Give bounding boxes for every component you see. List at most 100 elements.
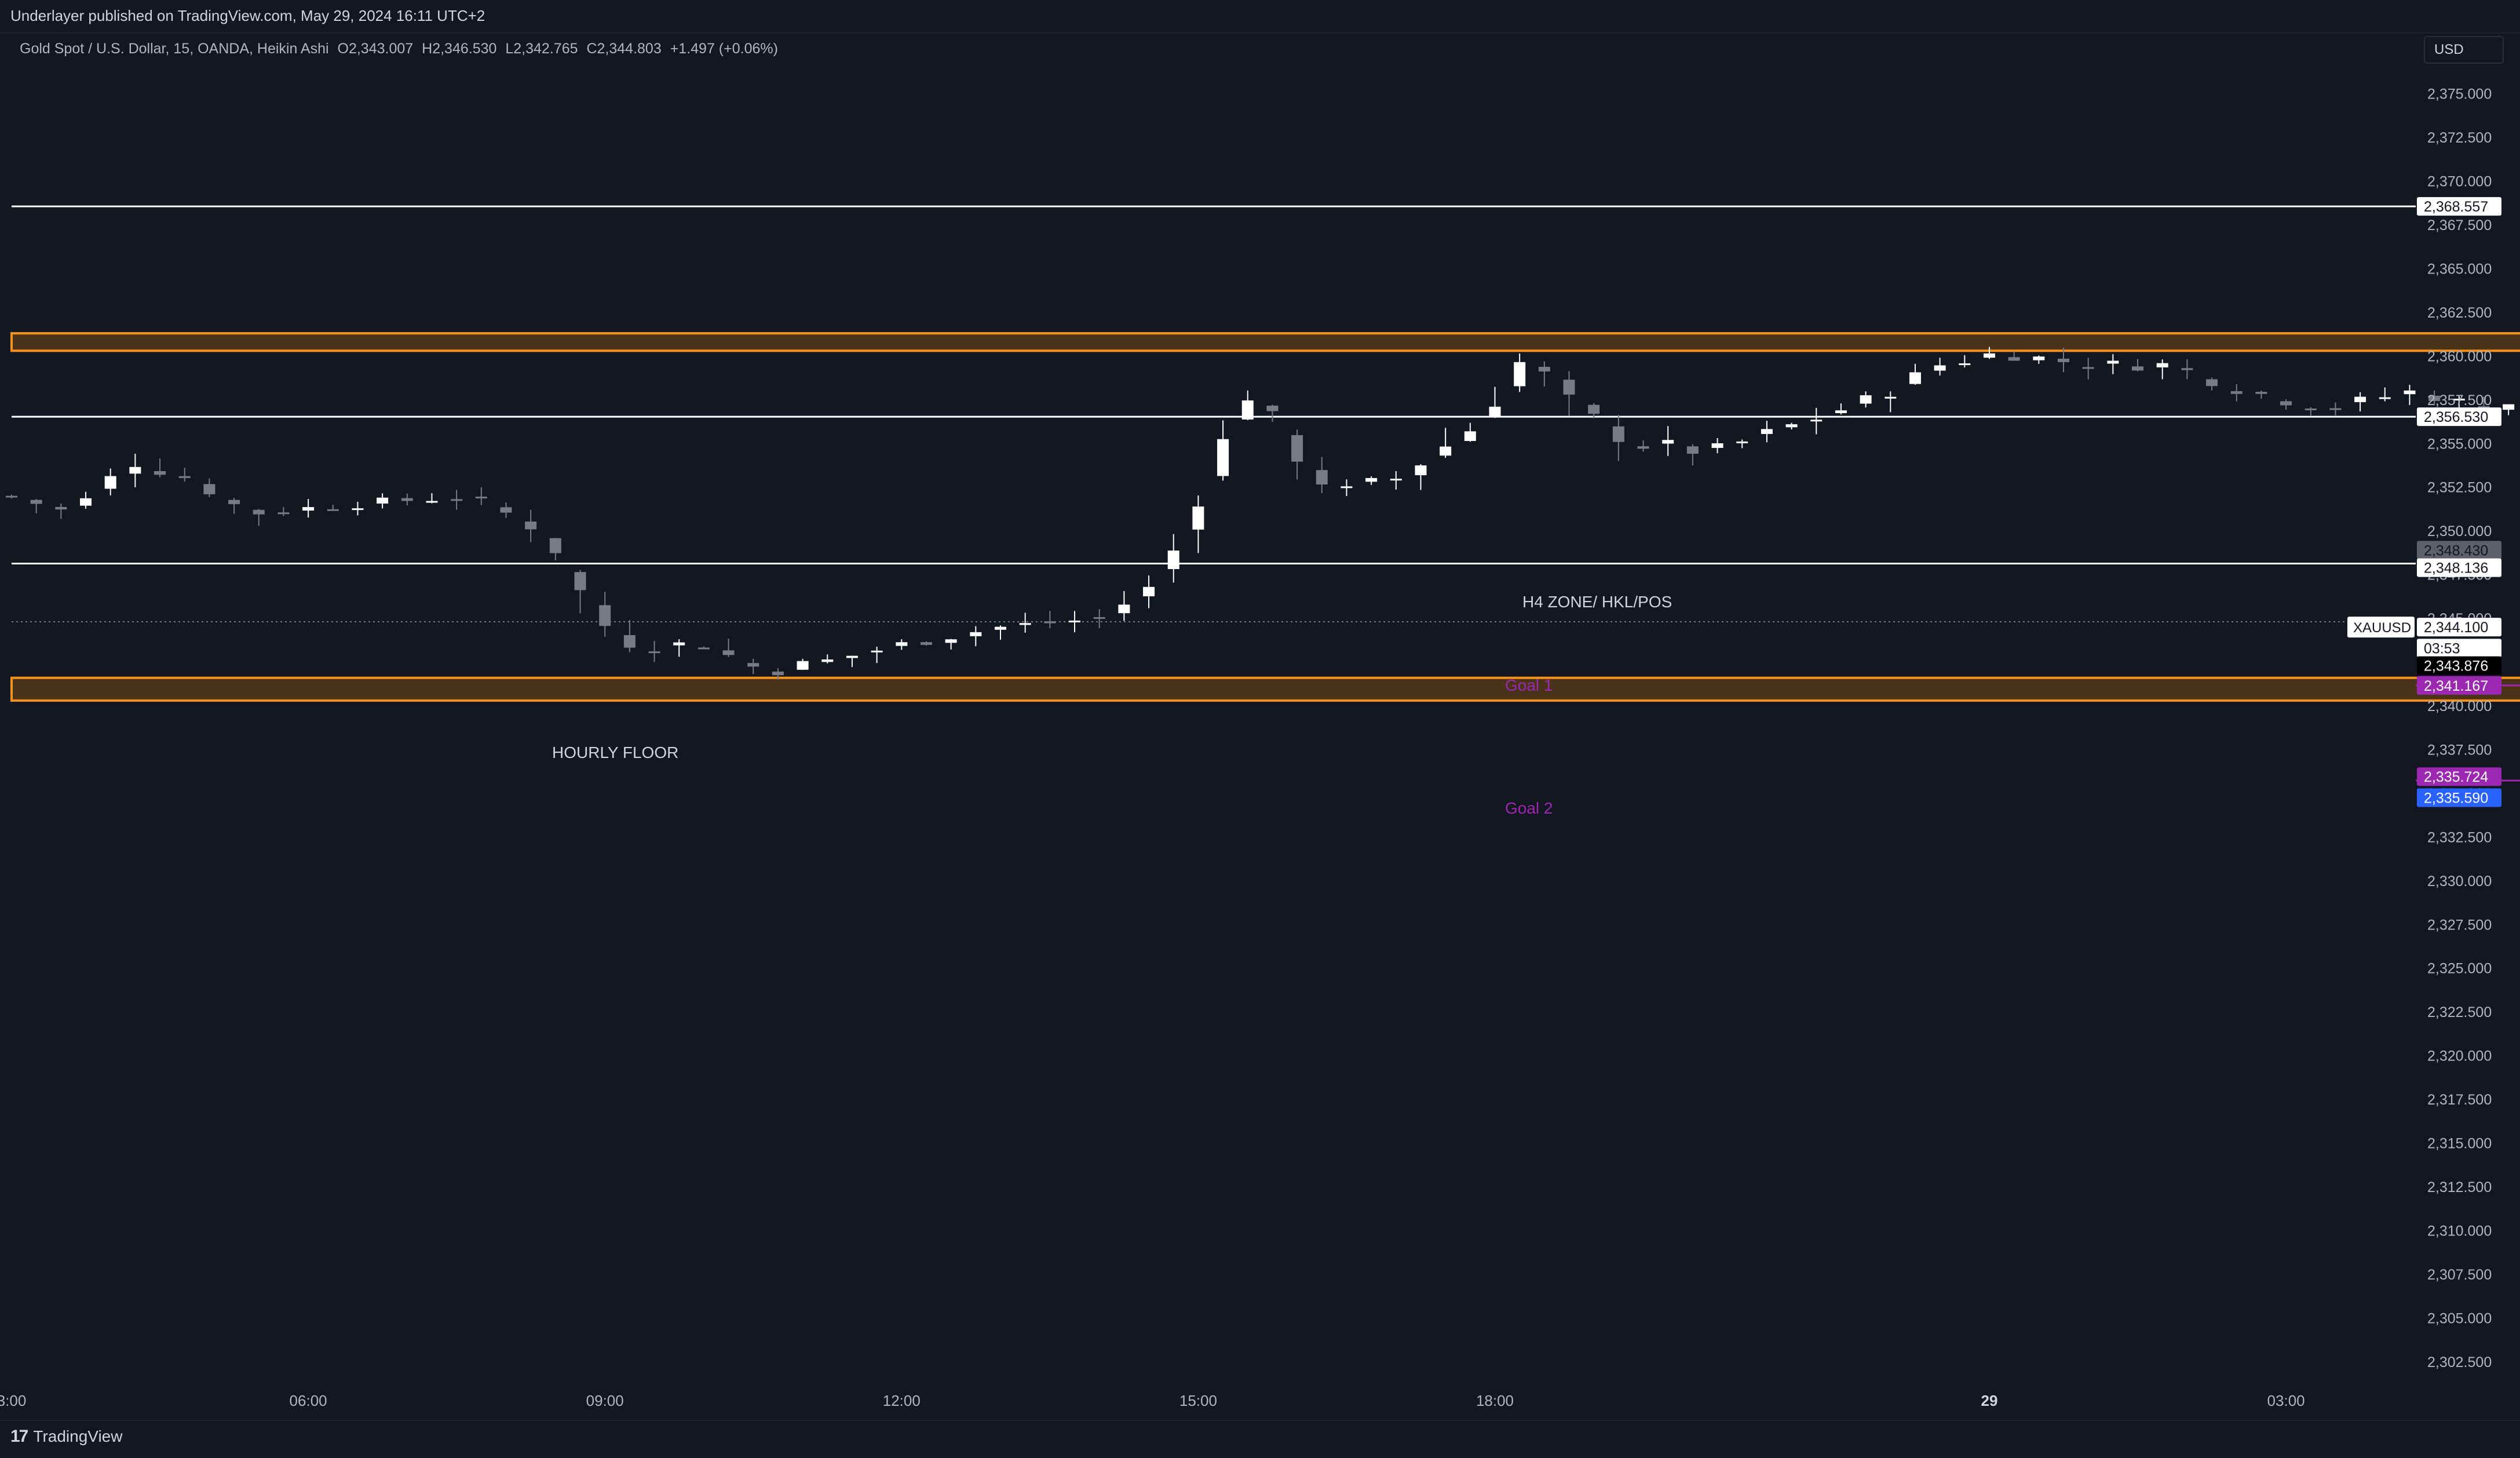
- chart-legend[interactable]: Gold Spot / U.S. Dollar, 15, OANDA, Heik…: [20, 41, 783, 57]
- candle[interactable]: [302, 499, 315, 518]
- candle[interactable]: [896, 639, 908, 650]
- candle[interactable]: [2428, 390, 2441, 404]
- candle[interactable]: [80, 491, 92, 509]
- candle[interactable]: [945, 639, 957, 650]
- candle[interactable]: [30, 499, 42, 513]
- candle[interactable]: [1959, 355, 1971, 367]
- candle[interactable]: [352, 501, 364, 516]
- candle[interactable]: [228, 498, 240, 514]
- candle[interactable]: [697, 646, 710, 650]
- candle[interactable]: [1291, 429, 1303, 480]
- candle[interactable]: [277, 506, 290, 516]
- candle[interactable]: [1489, 387, 1501, 418]
- candle[interactable]: [2379, 387, 2391, 402]
- candle[interactable]: [1884, 391, 1897, 413]
- candle[interactable]: [426, 493, 438, 504]
- candle[interactable]: [1390, 471, 1402, 490]
- candle[interactable]: [2082, 358, 2094, 380]
- candle[interactable]: [1266, 404, 1279, 422]
- candle[interactable]: [2354, 392, 2366, 411]
- candle[interactable]: [1241, 390, 1254, 421]
- candle[interactable]: [203, 478, 216, 497]
- candle[interactable]: [1785, 422, 1798, 430]
- candle[interactable]: [995, 625, 1006, 640]
- candle[interactable]: [970, 626, 982, 647]
- candle[interactable]: [2230, 384, 2243, 402]
- label-2341[interactable]: 2,341.167: [2417, 676, 2501, 695]
- candle[interactable]: [2206, 377, 2218, 391]
- label-2368[interactable]: 2,368.557: [2417, 197, 2501, 216]
- candle[interactable]: [1761, 421, 1773, 443]
- candle[interactable]: [2255, 391, 2267, 399]
- candle[interactable]: [2280, 399, 2292, 410]
- label-2356[interactable]: 2,356.530: [2417, 407, 2501, 427]
- candle[interactable]: [1415, 464, 1427, 490]
- candle[interactable]: [1440, 428, 1452, 458]
- legend-symbol[interactable]: Gold Spot / U.S. Dollar, 15, OANDA, Heik…: [20, 41, 329, 57]
- candle[interactable]: [2329, 402, 2342, 415]
- label-countdown[interactable]: 03:53: [2417, 639, 2501, 658]
- candle[interactable]: [599, 592, 611, 637]
- candle[interactable]: [1810, 407, 1823, 435]
- candle[interactable]: [129, 454, 141, 487]
- label-2348-136[interactable]: 2,348.136: [2417, 558, 2501, 577]
- candle[interactable]: [871, 647, 883, 664]
- candle[interactable]: [253, 509, 265, 526]
- candle[interactable]: [2156, 359, 2168, 380]
- candle[interactable]: [1686, 444, 1699, 466]
- candle[interactable]: [1736, 439, 1748, 449]
- candle[interactable]: [1192, 495, 1204, 553]
- candle[interactable]: [673, 639, 685, 657]
- candle[interactable]: [1563, 371, 1575, 416]
- candle[interactable]: [377, 493, 389, 509]
- candle[interactable]: [525, 509, 537, 542]
- candle[interactable]: [104, 468, 116, 495]
- candle[interactable]: [1341, 479, 1353, 496]
- candle[interactable]: [401, 493, 413, 506]
- candle[interactable]: [772, 668, 784, 680]
- candle[interactable]: [821, 654, 834, 664]
- candle[interactable]: [1514, 353, 1526, 392]
- candle[interactable]: [549, 538, 561, 560]
- hourly-floor-zone[interactable]: [10, 676, 2520, 702]
- candle[interactable]: [2304, 407, 2317, 416]
- candle[interactable]: [722, 639, 735, 657]
- candle[interactable]: [475, 487, 487, 505]
- candle[interactable]: [1167, 534, 1179, 583]
- label-2343[interactable]: 2,343.876: [2417, 656, 2501, 675]
- candle[interactable]: [1464, 422, 1476, 442]
- upper-resistance-zone[interactable]: [10, 332, 2520, 352]
- candle[interactable]: [920, 641, 932, 646]
- tradingview-brand[interactable]: 17 TradingView: [10, 1427, 122, 1446]
- candle[interactable]: [623, 619, 636, 653]
- candle[interactable]: [1637, 440, 1649, 452]
- candle[interactable]: [1835, 403, 1847, 415]
- label-2344[interactable]: 2,344.100: [2417, 618, 2501, 637]
- candle[interactable]: [1118, 591, 1130, 621]
- candle[interactable]: [451, 490, 463, 510]
- candle[interactable]: [1588, 403, 1600, 418]
- candle[interactable]: [2453, 396, 2465, 409]
- candle[interactable]: [327, 505, 339, 511]
- candle[interactable]: [2404, 384, 2416, 406]
- currency-selector[interactable]: USD: [2424, 36, 2504, 64]
- candle[interactable]: [1365, 476, 1378, 485]
- candle[interactable]: [500, 502, 512, 518]
- candle[interactable]: [2107, 354, 2119, 374]
- symbol-label[interactable]: XAUUSD: [2347, 617, 2415, 638]
- candle[interactable]: [2132, 359, 2144, 371]
- candle[interactable]: [574, 570, 586, 614]
- candle[interactable]: [648, 640, 660, 662]
- candle[interactable]: [1019, 613, 1031, 633]
- candle[interactable]: [1984, 347, 1995, 359]
- candle[interactable]: [1612, 414, 1624, 461]
- candle[interactable]: [2503, 404, 2515, 415]
- candle[interactable]: [1044, 611, 1056, 628]
- candle[interactable]: [1711, 438, 1723, 454]
- label-2335-724[interactable]: 2,335.724: [2417, 767, 2501, 786]
- candle[interactable]: [1217, 420, 1229, 481]
- candle[interactable]: [2058, 347, 2070, 373]
- candle[interactable]: [2181, 359, 2193, 380]
- candle[interactable]: [1093, 609, 1105, 629]
